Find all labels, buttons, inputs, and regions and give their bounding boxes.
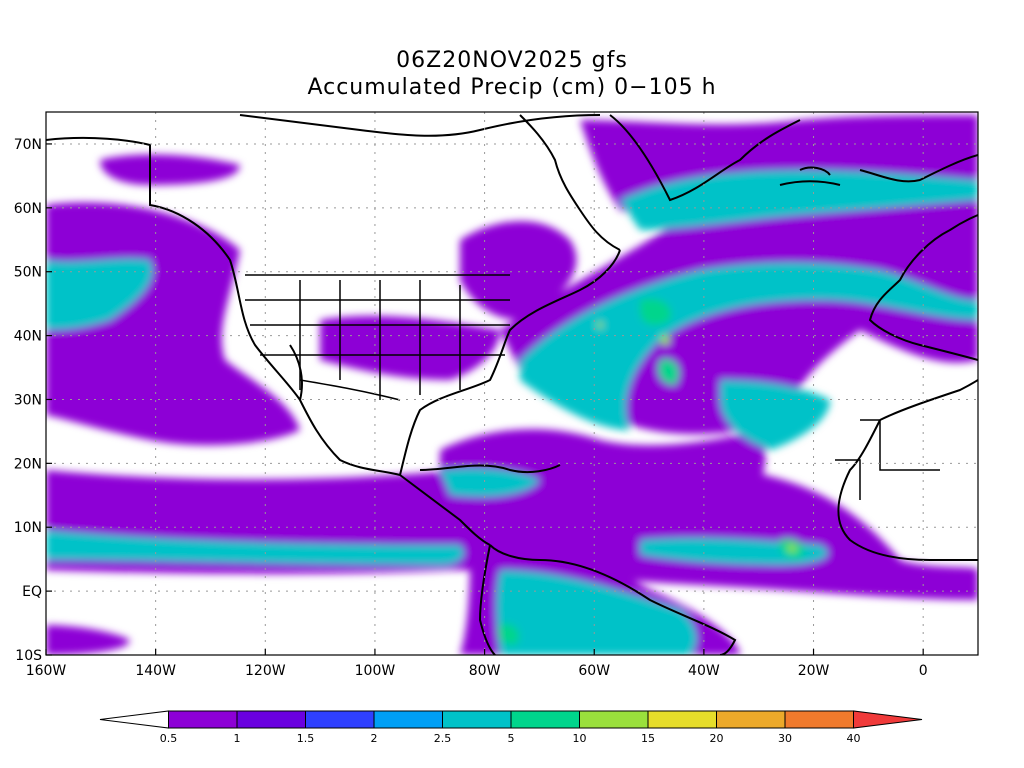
lat-tick-label: 70N xyxy=(14,137,42,153)
colorbar: 0.5 1 1.5 2 2.5 5 10 15 20 30 40 xyxy=(99,710,923,745)
lat-tick-label: 60N xyxy=(14,201,42,217)
borders xyxy=(245,274,940,500)
latitude-ticks: 70N 60N 50N 40N 30N 20N 10N EQ 10S xyxy=(14,137,52,664)
colorbar-segment xyxy=(236,710,306,729)
colorbar-label: 1 xyxy=(234,732,241,745)
colorbar-segment xyxy=(168,710,238,729)
longitude-ticks: 160W 140W 120W 100W 80W 60W 40W 20W 0 xyxy=(26,649,928,679)
lon-tick-label: 160W xyxy=(26,663,67,679)
colorbar-segment xyxy=(716,710,786,729)
colorbar-label: 10 xyxy=(573,732,587,745)
map-title: 06Z20NOV2025 gfs xyxy=(396,48,628,73)
colorbar-label: 2.5 xyxy=(434,732,452,745)
colorbar-label: 30 xyxy=(778,732,792,745)
lon-tick-label: 20W xyxy=(798,663,830,679)
graticule xyxy=(46,112,978,655)
lon-tick-label: 60W xyxy=(578,663,610,679)
colorbar-segment xyxy=(784,710,854,729)
colorbar-segment xyxy=(305,710,375,729)
colorbar-label: 15 xyxy=(641,732,655,745)
colorbar-label: 2 xyxy=(371,732,378,745)
lat-tick-label: EQ xyxy=(22,584,42,600)
lon-tick-label: 140W xyxy=(135,663,176,679)
colorbar-label: 1.5 xyxy=(297,732,315,745)
colorbar-label: 5 xyxy=(508,732,515,745)
lon-tick-label: 80W xyxy=(469,663,501,679)
colorbar-segment xyxy=(510,710,580,729)
lon-tick-label: 40W xyxy=(688,663,720,679)
precip-field xyxy=(46,112,978,655)
colorbar-label: 20 xyxy=(710,732,724,745)
colorbar-label: 40 xyxy=(847,732,861,745)
colorbar-segment xyxy=(579,710,649,729)
coastlines xyxy=(46,114,978,655)
colorbar-label: 0.5 xyxy=(160,732,178,745)
lon-tick-label: 120W xyxy=(245,663,286,679)
lat-tick-label: 30N xyxy=(14,392,42,408)
colorbar-segment xyxy=(373,710,443,729)
precip-heavy-areas xyxy=(498,298,804,645)
lon-tick-label: 100W xyxy=(355,663,396,679)
precip-very-heavy-areas xyxy=(597,322,796,552)
lat-tick-label: 20N xyxy=(14,456,42,472)
lat-tick-label: 50N xyxy=(14,265,42,281)
lat-tick-label: 40N xyxy=(14,329,42,345)
colorbar-segment xyxy=(442,710,512,729)
colorbar-segment xyxy=(647,710,717,729)
lat-tick-label: 10N xyxy=(14,520,42,536)
lon-tick-label: 0 xyxy=(919,663,928,679)
colorbar-segment xyxy=(99,710,169,729)
map-frame xyxy=(45,111,979,656)
colorbar-segment xyxy=(853,710,923,729)
lat-tick-label: 10S xyxy=(15,648,42,664)
map-subtitle: Accumulated Precip (cm) 0−105 h xyxy=(307,75,717,100)
